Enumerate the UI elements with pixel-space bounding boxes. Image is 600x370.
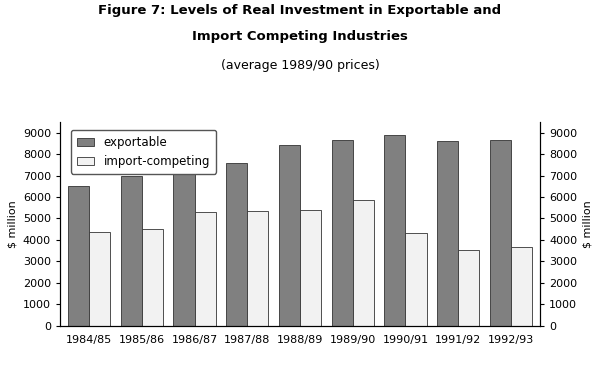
- Bar: [142, 229, 163, 326]
- Bar: [437, 141, 458, 326]
- Y-axis label: $ million: $ million: [7, 200, 17, 248]
- Bar: [68, 186, 89, 326]
- Bar: [406, 233, 427, 326]
- Bar: [247, 211, 268, 326]
- Bar: [226, 163, 247, 326]
- Bar: [300, 210, 321, 326]
- Bar: [458, 249, 479, 326]
- Text: Import Competing Industries: Import Competing Industries: [192, 30, 408, 43]
- Text: (average 1989/90 prices): (average 1989/90 prices): [221, 59, 379, 72]
- Bar: [121, 176, 142, 326]
- Bar: [194, 212, 215, 326]
- Bar: [490, 140, 511, 326]
- Y-axis label: $ million: $ million: [583, 200, 593, 248]
- Bar: [353, 200, 374, 326]
- Text: Figure 7: Levels of Real Investment in Exportable and: Figure 7: Levels of Real Investment in E…: [98, 4, 502, 17]
- Bar: [89, 232, 110, 326]
- Bar: [279, 145, 300, 326]
- Bar: [332, 140, 353, 326]
- Bar: [173, 171, 194, 326]
- Bar: [511, 248, 532, 326]
- Bar: [385, 135, 406, 326]
- Legend: exportable, import-competing: exportable, import-competing: [71, 130, 216, 174]
